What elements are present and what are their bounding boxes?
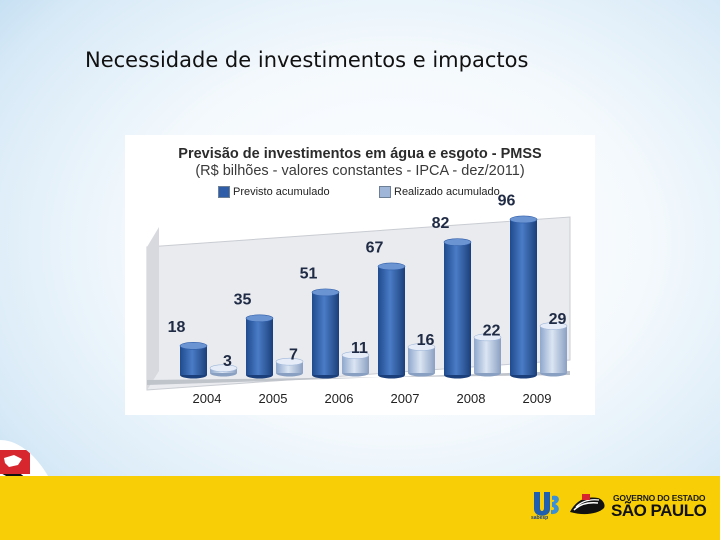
data-label-previsto-2008: 82 <box>432 215 450 232</box>
bar-previsto-2008 <box>444 242 471 375</box>
data-label-realizado-2006: 11 <box>351 340 368 357</box>
x-tick-label-2006: 2006 <box>325 391 354 406</box>
data-label-realizado-2004: 3 <box>223 353 232 370</box>
gov-logo-line2: SÃO PAULO <box>611 501 707 520</box>
x-tick-label-2008: 2008 <box>457 391 486 406</box>
data-label-previsto-2006: 51 <box>300 265 318 282</box>
sao-paulo-state-map-icon <box>570 494 605 515</box>
bar-previsto-2008-top <box>443 238 472 246</box>
chart-panel: Previsão de investimentos em água e esgo… <box>125 135 595 415</box>
bar-realizado-2009-top <box>539 322 568 330</box>
bar-previsto-2004-top <box>179 342 208 350</box>
bar-realizado-2004-top <box>209 364 238 372</box>
data-label-realizado-2009: 29 <box>549 311 567 328</box>
bar-previsto-2005 <box>246 318 273 375</box>
slide-title: Necessidade de investimentos e impactos <box>85 48 529 72</box>
bar-previsto-2006-top <box>311 288 340 297</box>
bar-realizado-2008 <box>474 337 501 373</box>
legend-item-realizado: Realizado acumulado <box>379 186 500 198</box>
bar-realizado-2008-top <box>473 333 502 342</box>
bar-realizado-2007-top <box>407 343 436 351</box>
legend-label-realizado: Realizado acumulado <box>394 186 500 198</box>
bar-previsto-2006 <box>312 292 339 375</box>
bar-realizado-2006 <box>342 355 369 373</box>
data-label-realizado-2007: 16 <box>417 332 435 349</box>
bar-previsto-2004 <box>180 345 207 375</box>
data-label-realizado-2008: 22 <box>483 322 501 339</box>
x-tick-label-2004: 2004 <box>193 391 222 406</box>
bar-realizado-2009 <box>540 326 567 373</box>
data-label-realizado-2005: 7 <box>289 347 298 364</box>
legend-swatch-realizado <box>379 186 391 198</box>
sabesp-logo-text: sabesp <box>531 515 549 521</box>
bar-realizado-2007 <box>408 347 435 373</box>
data-label-previsto-2005: 35 <box>234 291 252 308</box>
x-tick-label-2007: 2007 <box>391 391 420 406</box>
bar-realizado-2005-top <box>275 357 304 366</box>
data-label-previsto-2009: 96 <box>498 192 516 209</box>
legend-item-previsto: Previsto acumulado <box>218 186 330 198</box>
bar-previsto-2005-top <box>245 314 274 323</box>
sabesp-logo-icon <box>534 492 559 516</box>
data-label-previsto-2007: 67 <box>366 239 384 256</box>
bar-chart-plot: 18 3 2004 35 7 2005 51 11 2006 67 16 2007 82 22 2008 96… <box>146 192 571 406</box>
legend-label-previsto: Previsto acumulado <box>233 186 330 198</box>
chart-side-wall <box>147 227 159 390</box>
gov-logo-line1: GOVERNO DO ESTADO <box>613 493 706 503</box>
chart-subtitle: (R$ bilhões - valores constantes - IPCA … <box>195 163 525 179</box>
bar-previsto-2007-top <box>377 262 406 271</box>
bar-previsto-2009-top <box>509 215 538 224</box>
data-label-previsto-2004: 18 <box>168 319 186 336</box>
legend-swatch-previsto <box>218 186 230 198</box>
bar-previsto-2007 <box>378 266 405 375</box>
bar-previsto-2009 <box>510 219 537 375</box>
x-tick-label-2005: 2005 <box>259 391 288 406</box>
bar-realizado-2005 <box>276 361 303 373</box>
bar-realizado-2006-top <box>341 351 370 359</box>
chart-title: Previsão de investimentos em água e esgo… <box>178 146 542 162</box>
x-tick-label-2009: 2009 <box>523 391 552 406</box>
